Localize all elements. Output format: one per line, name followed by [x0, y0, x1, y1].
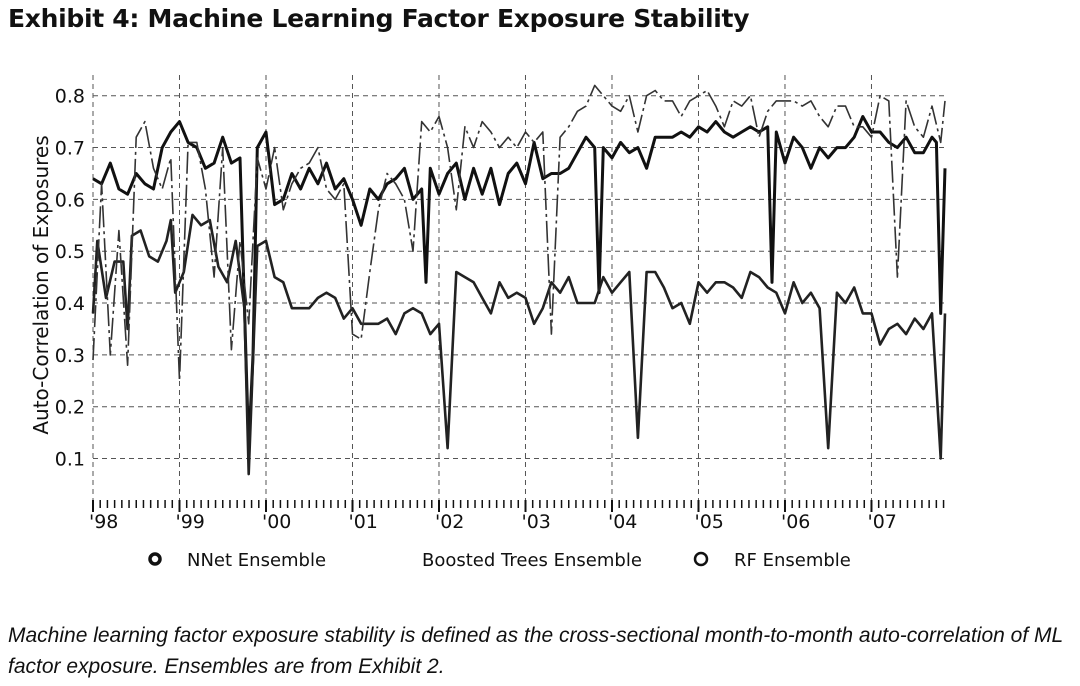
- x-tick-label: '03: [521, 511, 550, 533]
- y-axis-label: Auto-Correlation of Exposures: [29, 135, 53, 434]
- y-tick-label: 0.7: [55, 138, 85, 160]
- legend-marker: [693, 551, 709, 567]
- x-tick-label: '06: [781, 511, 810, 533]
- legend-label: RF Ensemble: [734, 550, 851, 571]
- series-line-3: [92, 84, 946, 382]
- grid-lines: [92, 75, 945, 500]
- y-tick-label: 0.1: [55, 449, 85, 471]
- x-tick-label: '01: [348, 511, 377, 533]
- series-line-2: [91, 213, 947, 476]
- x-tick-label: '00: [262, 511, 291, 533]
- x-tick-label: '05: [694, 511, 723, 533]
- line-chart: 0.1 0.2 0.3 0.4 0.5 0.6 0.7 0.8 '98 '99 '00 '01 '02…: [29, 75, 947, 571]
- exhibit-title: Exhibit 4: Machine Learning Factor Expos…: [8, 4, 750, 33]
- y-tick-label: 0.6: [55, 189, 85, 211]
- y-tick-label: 0.8: [55, 86, 85, 108]
- x-tick-label: '02: [435, 511, 464, 533]
- y-tick-label: 0.3: [55, 345, 85, 367]
- x-tick-label: '99: [175, 511, 204, 533]
- x-axis: '98 '99 '00 '01 '02 '03 '04 '05 '06 '07: [89, 500, 945, 533]
- y-tick-label: 0.5: [55, 241, 85, 263]
- x-tick-label: '98: [89, 511, 118, 533]
- legend-label: NNet Ensemble: [187, 550, 326, 571]
- y-tick-label: 0.4: [55, 293, 85, 315]
- series-lines: [91, 84, 947, 476]
- x-tick-label: '04: [608, 511, 637, 533]
- legend-marker: [148, 552, 162, 566]
- y-axis-ticks: 0.1 0.2 0.3 0.4 0.5 0.6 0.7 0.8: [55, 86, 85, 471]
- series-line-1: [92, 115, 947, 450]
- legend-label: Boosted Trees Ensemble: [422, 550, 642, 571]
- y-tick-label: 0.2: [55, 397, 85, 419]
- caption: Machine learning factor exposure stabili…: [8, 624, 1063, 678]
- x-tick-label: '07: [867, 511, 896, 533]
- legend: NNet Ensemble Boosted Trees Ensemble RF En…: [148, 550, 851, 571]
